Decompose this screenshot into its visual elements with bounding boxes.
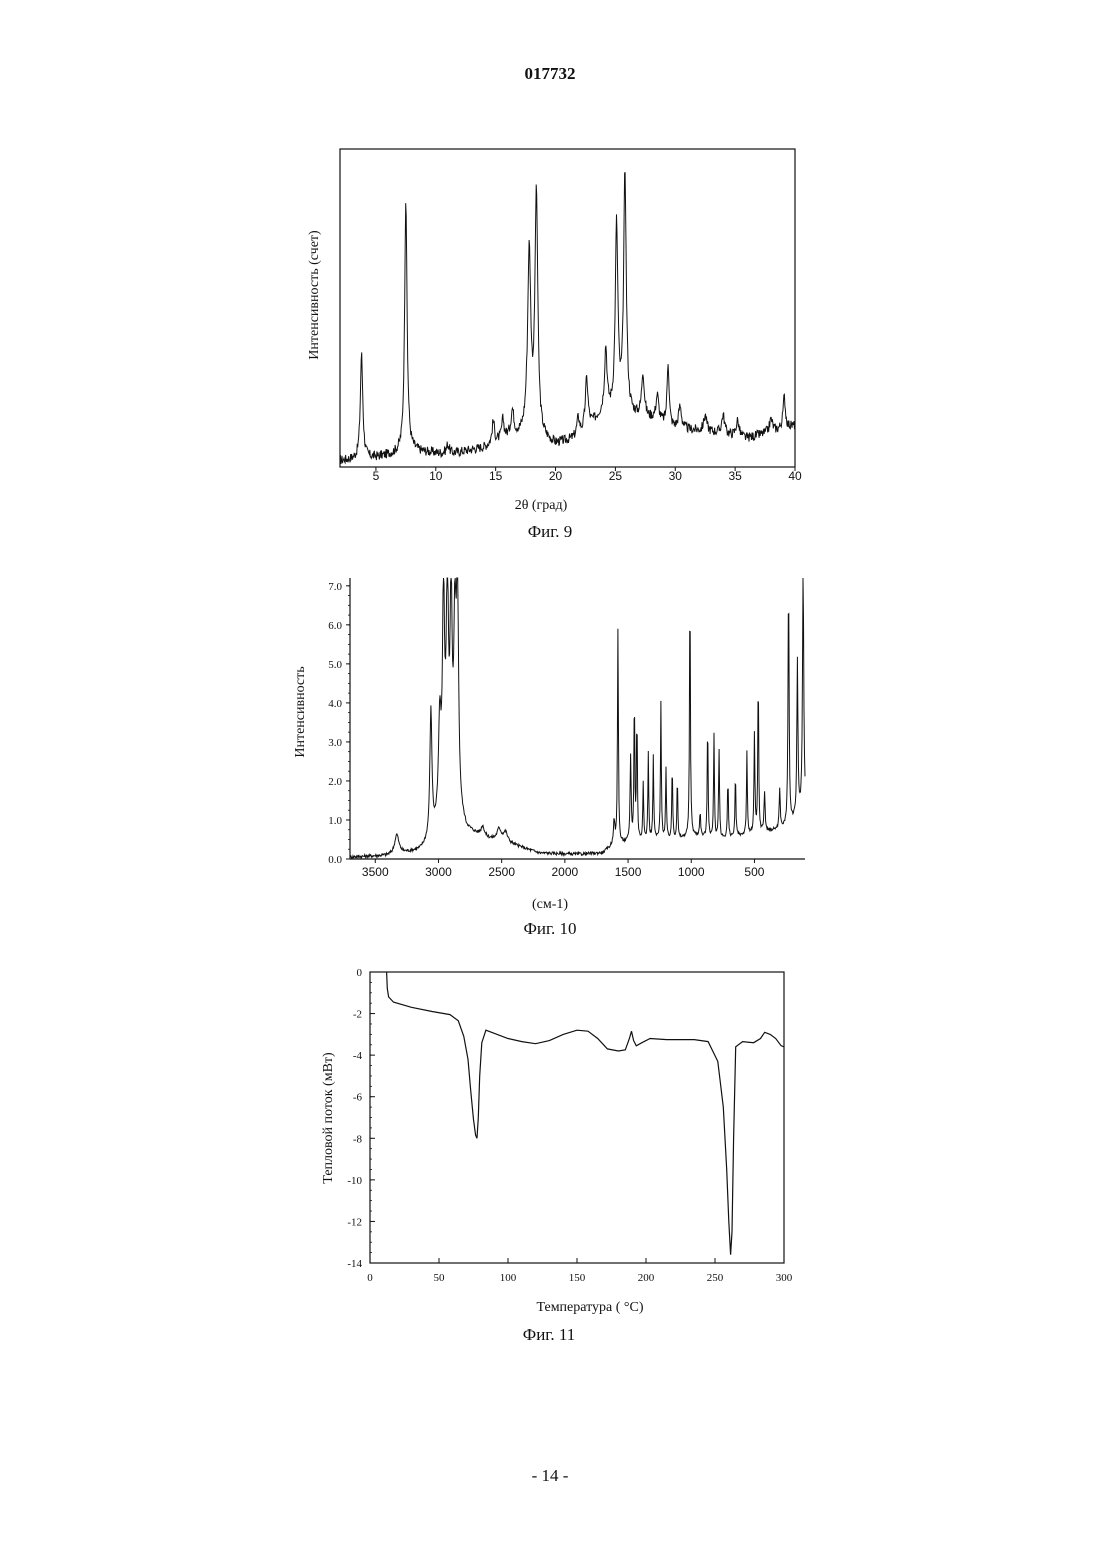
x-axis-ticks: 0 50 100 150 200 250 300 [367, 1258, 793, 1284]
x-tick-label: 100 [500, 1272, 517, 1284]
x-tick-label: 20 [549, 469, 563, 483]
y-tick-label: -12 [347, 1216, 362, 1228]
figure-10-ir-spectrum-chart: 3500 3000 2500 2000 1500 1000 500 0.0 1.0 2.0 3.0… [293, 578, 805, 938]
y-tick-label: -8 [353, 1133, 363, 1145]
x-axis-label: 2θ (град) [515, 498, 568, 513]
x-tick-label: 3500 [362, 865, 389, 879]
x-tick-label: 25 [609, 469, 623, 483]
figure-caption: Фиг. 11 [523, 1325, 575, 1344]
y-axis-ticks: 0 -2 -4 -6 -8 -10 -12 -14 [347, 967, 375, 1270]
page-number: - 14 - [0, 1466, 1100, 1486]
x-tick-label: 40 [788, 469, 802, 483]
y-tick-label: 4.0 [328, 698, 342, 710]
x-tick-label: 1000 [678, 865, 705, 879]
x-tick-label: 50 [434, 1272, 446, 1284]
x-tick-label: 2000 [552, 865, 579, 879]
x-tick-label: 250 [707, 1272, 724, 1284]
x-tick-label: 200 [638, 1272, 655, 1284]
y-tick-label: 2.0 [328, 776, 342, 788]
y-tick-label: -6 [353, 1092, 363, 1104]
y-tick-label: -2 [353, 1009, 362, 1021]
x-tick-label: 3000 [425, 865, 452, 879]
x-tick-label: 5 [373, 469, 380, 483]
x-tick-label: 1500 [615, 865, 642, 879]
x-tick-label: 300 [776, 1272, 793, 1284]
y-tick-label: 1.0 [328, 815, 342, 827]
y-tick-label: 7.0 [328, 581, 342, 593]
x-tick-label: 10 [429, 469, 443, 483]
x-tick-label: 30 [669, 469, 683, 483]
series-line [340, 172, 795, 464]
y-tick-label: 5.0 [328, 659, 342, 671]
figure-caption: Фиг. 9 [528, 522, 573, 541]
y-tick-label: 0.0 [328, 854, 342, 866]
y-tick-label: -4 [353, 1050, 363, 1062]
y-axis-ticks: 0.0 1.0 2.0 3.0 4.0 5.0 6.0 7.0 [328, 581, 350, 866]
figure-caption: Фиг. 10 [523, 919, 576, 938]
series-line [387, 972, 784, 1255]
x-tick-label: 0 [367, 1272, 373, 1284]
y-tick-label: 3.0 [328, 737, 342, 749]
figure-11-dsc-chart: 0 50 100 150 200 250 300 0 -2 -4 -6 -8 -10 -12 -14 Те… [321, 967, 793, 1344]
x-tick-label: 500 [744, 865, 764, 879]
y-tick-label: -10 [347, 1175, 362, 1187]
figure-9-xrd-chart: 5 10 15 20 25 30 35 40 2θ (град) Интенсивность … [307, 149, 802, 541]
y-tick-label: 6.0 [328, 620, 342, 632]
y-tick-label: 0 [357, 967, 363, 979]
plot-frame [340, 149, 795, 467]
x-tick-label: 2500 [488, 865, 515, 879]
x-axis-label: Температура ( °C) [536, 1300, 643, 1315]
series-line [350, 578, 805, 858]
y-axis-label: Тепловой поток (мВт) [321, 1052, 336, 1184]
x-axis-ticks: 3500 3000 2500 2000 1500 1000 500 [362, 859, 765, 879]
plot-frame [370, 972, 784, 1263]
x-tick-label: 150 [569, 1272, 586, 1284]
y-tick-label: -14 [347, 1258, 362, 1270]
x-axis-ticks: 5 10 15 20 25 30 35 40 [373, 467, 802, 483]
x-tick-label: 35 [728, 469, 742, 483]
x-tick-label: 15 [489, 469, 503, 483]
y-axis-label: Интенсивность [293, 666, 308, 757]
y-axis-label: Интенсивность (счет) [307, 230, 322, 360]
x-axis-label: (см-1) [532, 897, 568, 912]
